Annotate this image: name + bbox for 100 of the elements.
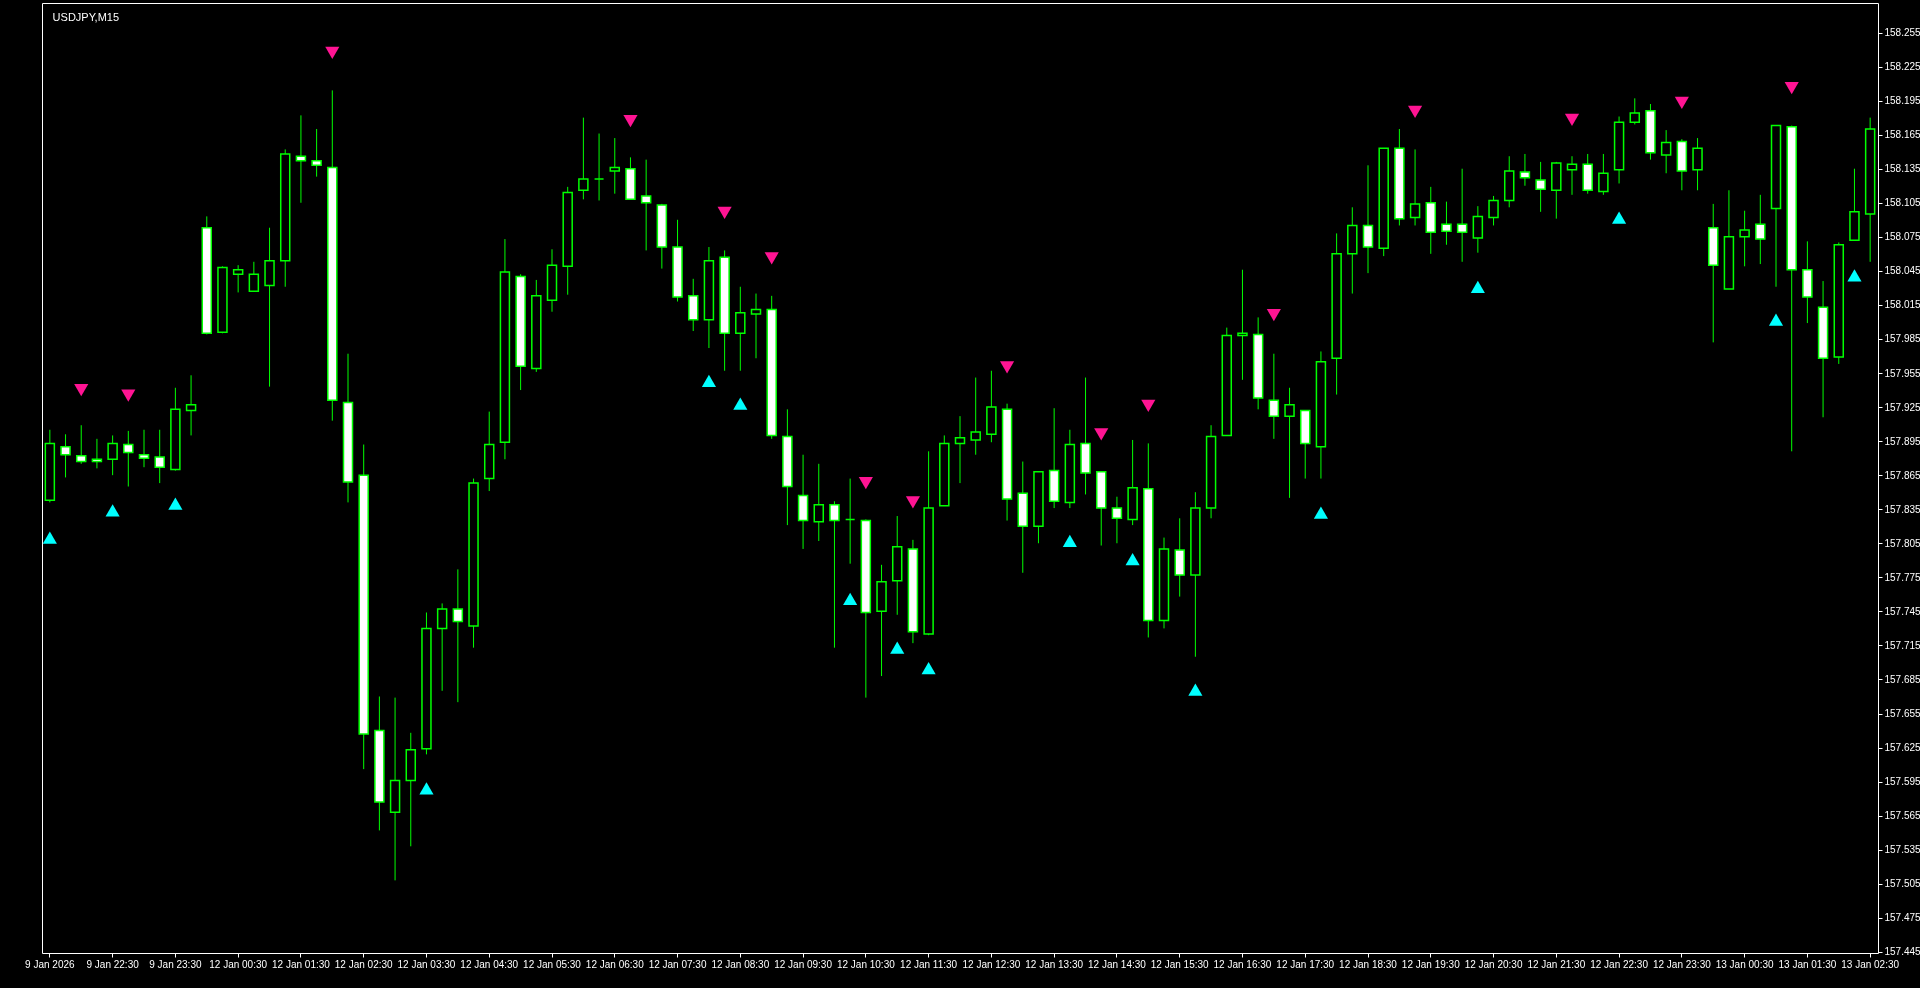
point xyxy=(733,397,748,410)
y-tick-label: 158.225 xyxy=(1884,61,1920,73)
point xyxy=(764,252,779,265)
x-tick-label: 12 Jan 20:30 xyxy=(1464,958,1523,970)
candlestick xyxy=(1660,129,1672,174)
x-tick-label: 12 Jan 02:30 xyxy=(334,958,394,970)
candlestick xyxy=(1456,168,1468,263)
candlestick xyxy=(735,286,746,372)
y-tick-label: 157.925 xyxy=(1884,401,1920,413)
candlestick xyxy=(295,114,307,204)
x-tick-label: 12 Jan 17:30 xyxy=(1276,958,1335,970)
x-tick-label: 12 Jan 08:30 xyxy=(711,958,770,970)
candlestick xyxy=(123,430,134,488)
x-tick-label: 9 Jan 23:30 xyxy=(149,958,202,970)
candlestick xyxy=(1566,155,1578,196)
y-tick-label: 157.445 xyxy=(1884,946,1920,958)
point xyxy=(1612,211,1627,224)
point xyxy=(1564,113,1580,127)
candlestick xyxy=(232,264,244,293)
candlestick xyxy=(829,500,840,649)
y-tick-label: 158.165 xyxy=(1884,129,1920,141)
y-tick-label: 158.045 xyxy=(1884,265,1920,277)
candlestick xyxy=(1268,353,1280,440)
point xyxy=(1470,280,1485,293)
y-tick-label: 157.565 xyxy=(1884,810,1920,822)
x-tick-label: 12 Jan 22:30 xyxy=(1590,958,1649,970)
candlestick xyxy=(1598,153,1609,196)
x-tick-label: 9 Jan 22:30 xyxy=(86,958,140,970)
y-tick-label: 158.105 xyxy=(1884,197,1920,209)
point xyxy=(623,114,638,128)
candlestick xyxy=(1441,201,1452,246)
candlestick xyxy=(578,117,589,200)
x-tick-label: 13 Jan 00:30 xyxy=(1715,958,1774,970)
candlestick xyxy=(1111,496,1123,544)
point xyxy=(42,531,57,544)
candlestick xyxy=(1284,387,1295,499)
point xyxy=(1094,428,1109,441)
x-tick-label: 12 Jan 09:30 xyxy=(774,958,833,970)
candlestick xyxy=(954,415,966,484)
x-tick-label: 12 Jan 16:30 xyxy=(1213,958,1272,970)
point xyxy=(419,782,434,795)
point xyxy=(701,374,716,388)
point xyxy=(717,206,732,220)
candlestick xyxy=(1362,164,1374,274)
y-tick-label: 157.505 xyxy=(1884,878,1920,890)
candlestick xyxy=(640,159,652,251)
point xyxy=(1062,534,1077,548)
point xyxy=(1847,269,1862,282)
x-tick-label: 13 Jan 02:30 xyxy=(1841,958,1900,970)
candlestick xyxy=(185,374,197,436)
x-tick-label: 12 Jan 11:30 xyxy=(900,958,958,970)
candlestick xyxy=(452,568,464,703)
y-tick-label: 157.685 xyxy=(1884,673,1920,685)
point xyxy=(921,661,936,675)
x-tick-label: 12 Jan 06:30 xyxy=(585,958,645,970)
candlestick xyxy=(687,278,699,332)
y-tick-label: 157.805 xyxy=(1884,537,1920,549)
point xyxy=(1674,96,1689,109)
y-tick-label: 158.135 xyxy=(1884,163,1920,175)
x-tick-label: 12 Jan 19:30 xyxy=(1401,958,1461,970)
candlestick xyxy=(436,602,448,692)
candlestick xyxy=(248,261,260,293)
y-tick-label: 157.535 xyxy=(1884,844,1920,856)
x-tick-label: 13 Jan 01:30 xyxy=(1778,958,1837,970)
y-tick-label: 157.625 xyxy=(1884,742,1920,754)
x-tick-label: 12 Jan 10:30 xyxy=(836,958,896,970)
y-tick-label: 157.595 xyxy=(1884,776,1920,788)
x-tick-label: 12 Jan 23:30 xyxy=(1652,958,1712,970)
point xyxy=(168,497,183,510)
x-tick-label: 12 Jan 00:30 xyxy=(209,958,268,970)
y-tick-label: 157.865 xyxy=(1884,469,1920,481)
candlestick xyxy=(138,429,150,468)
point xyxy=(74,383,89,397)
x-tick-label: 12 Jan 05:30 xyxy=(523,958,582,970)
candlestick xyxy=(1472,205,1484,254)
y-tick-label: 158.255 xyxy=(1884,27,1920,39)
candlestick xyxy=(1739,210,1750,267)
y-tick-label: 157.475 xyxy=(1884,912,1920,924)
y-tick-label: 157.835 xyxy=(1884,503,1920,515)
point xyxy=(1313,506,1328,519)
y-tick-label: 157.895 xyxy=(1884,435,1920,447)
point xyxy=(1141,399,1156,413)
x-tick-label: 12 Jan 01:30 xyxy=(272,958,331,970)
candlestick xyxy=(609,137,621,195)
x-tick-label: 12 Jan 15:30 xyxy=(1150,958,1210,970)
text: USDJPY,M15 xyxy=(52,11,120,23)
candlestick xyxy=(1409,148,1421,226)
point xyxy=(1408,105,1423,119)
y-tick-label: 157.655 xyxy=(1884,708,1920,720)
point xyxy=(843,592,858,605)
x-tick-label: 12 Jan 18:30 xyxy=(1339,958,1398,970)
y-tick-label: 158.015 xyxy=(1884,299,1920,311)
candlestick xyxy=(1692,137,1703,191)
x-tick-label: 12 Jan 07:30 xyxy=(648,958,707,970)
x-tick-label: 12 Jan 04:30 xyxy=(460,958,519,970)
x-tick-label: 12 Jan 14:30 xyxy=(1088,958,1147,970)
point xyxy=(1188,683,1203,696)
point xyxy=(1784,82,1799,95)
candlestick xyxy=(154,429,165,484)
y-tick-label: 158.195 xyxy=(1884,95,1920,107)
